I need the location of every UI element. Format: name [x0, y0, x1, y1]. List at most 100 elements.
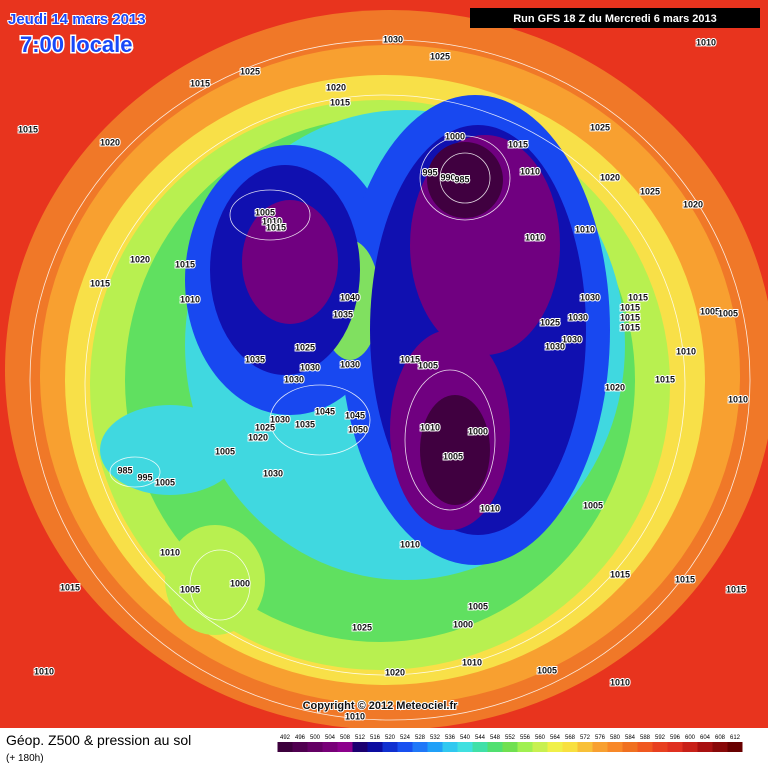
isobar-label: 1030 [270, 414, 290, 424]
colorbar-label: 572 [580, 735, 591, 741]
isobars [29, 39, 751, 721]
colorbar-swatch [277, 742, 293, 752]
isobar-label: 1005 [180, 584, 200, 594]
isobar-label: 1005 [468, 601, 488, 611]
isobar-label: 1015 [175, 259, 195, 269]
colorbar-label: 604 [700, 735, 711, 741]
isobar-label: 1010 [420, 422, 440, 432]
isobar-label: 1015 [190, 78, 210, 88]
colorbar-swatch [652, 742, 668, 752]
isobar-label: 1015 [60, 582, 80, 592]
isobar-label: 1015 [620, 312, 640, 322]
copyright: Copyright © 2012 Meteociel.fr [303, 700, 459, 712]
isobar-label: 1015 [18, 124, 38, 134]
height-zone [242, 200, 338, 324]
colorbar-swatch [337, 742, 353, 752]
colorbar-swatch [352, 742, 368, 752]
isobar-label: 990 [440, 172, 455, 182]
colorbar-label: 560 [535, 735, 546, 741]
colorbar-swatch [292, 742, 308, 752]
colorbar-label: 580 [610, 735, 621, 741]
isobar-label: 1030 [300, 362, 320, 372]
isobar-label: 1030 [580, 292, 600, 302]
colorbar: 492 496 500 504 508 512 516 520 524 528 532 536 540 5… [277, 735, 743, 752]
colorbar-swatch [397, 742, 413, 752]
isobar-label: 1035 [295, 419, 315, 429]
isobar-label: 1030 [284, 374, 304, 384]
height-zone [100, 405, 240, 495]
isobar-label: 1015 [628, 292, 648, 302]
colorbar-swatch [367, 742, 383, 752]
isobar-label: 1010 [345, 711, 365, 721]
colorbar-swatch [682, 742, 698, 752]
isobar-label: 1015 [655, 374, 675, 384]
colorbar-swatch [322, 742, 338, 752]
isobar-label: 1040 [340, 292, 360, 302]
colorbar-label: 532 [430, 735, 441, 741]
isobar-label: 1010 [262, 216, 282, 226]
isobar-label: 1005 [255, 207, 275, 217]
isobar-label: 1030 [340, 359, 360, 369]
isobar-label: 1020 [600, 172, 620, 182]
footer-subtitle: (+ 180h) [6, 753, 44, 764]
colorbar-label: 556 [520, 735, 531, 741]
colorbar-label: 600 [685, 735, 696, 741]
isobar-label: 1005 [700, 306, 720, 316]
colorbar-label: 544 [475, 735, 486, 741]
isobar-label: 1015 [675, 574, 695, 584]
isobar-label: 1015 [508, 139, 528, 149]
colorbar-swatch [622, 742, 638, 752]
run-box [470, 8, 760, 28]
isobar-label: 1045 [315, 406, 335, 416]
colorbar-swatch [592, 742, 608, 752]
colorbar-swatch [637, 742, 653, 752]
colorbar-label: 492 [280, 735, 291, 741]
colorbar-swatch [532, 742, 548, 752]
colorbar-swatch [517, 742, 533, 752]
isobar-label: 1020 [130, 254, 150, 264]
isobar-label: 995 [422, 167, 437, 177]
isobar-label: 1020 [248, 432, 268, 442]
height-zone [427, 142, 503, 218]
isobar-label: 1020 [605, 382, 625, 392]
isobar-label: 1025 [540, 317, 560, 327]
isobar-label: 1030 [568, 312, 588, 322]
colorbar-swatch [697, 742, 713, 752]
height-zone [165, 525, 265, 635]
isobar-label: 1010 [462, 657, 482, 667]
isobar-label: 1015 [620, 322, 640, 332]
isobar-label: 1020 [326, 82, 346, 92]
isobar-label: 1015 [726, 584, 746, 594]
isobar-label: 1010 [400, 539, 420, 549]
isobar-label: 1005 [418, 360, 438, 370]
isobar-label: 985 [454, 174, 469, 184]
isobar-label: 1005 [718, 308, 738, 318]
isobar-label: 1010 [728, 394, 748, 404]
colorbar-swatch [442, 742, 458, 752]
colorbar-label: 520 [385, 735, 396, 741]
colorbar-label: 496 [295, 735, 306, 741]
colorbar-label: 576 [595, 735, 606, 741]
isobar-label: 1020 [385, 667, 405, 677]
colorbar-label: 504 [325, 735, 336, 741]
isobar-label: 1005 [215, 446, 235, 456]
isobar-label: 1010 [610, 677, 630, 687]
colorbar-label: 508 [340, 735, 351, 741]
colorbar-swatch [427, 742, 443, 752]
isobar-label: 995 [137, 472, 152, 482]
colorbar-label: 592 [655, 735, 666, 741]
colorbar-swatch [712, 742, 728, 752]
colorbar-swatch [547, 742, 563, 752]
colorbar-label: 536 [445, 735, 456, 741]
isobar-label: 1030 [383, 34, 403, 44]
colorbar-swatch [472, 742, 488, 752]
isobar-label: 1050 [348, 424, 368, 434]
colorbar-swatch [667, 742, 683, 752]
colorbar-swatch [502, 742, 518, 752]
colorbar-swatch [727, 742, 743, 752]
isobar-label: 1035 [245, 354, 265, 364]
isobar-label: 985 [117, 465, 132, 475]
isobar-label: 1010 [525, 232, 545, 242]
